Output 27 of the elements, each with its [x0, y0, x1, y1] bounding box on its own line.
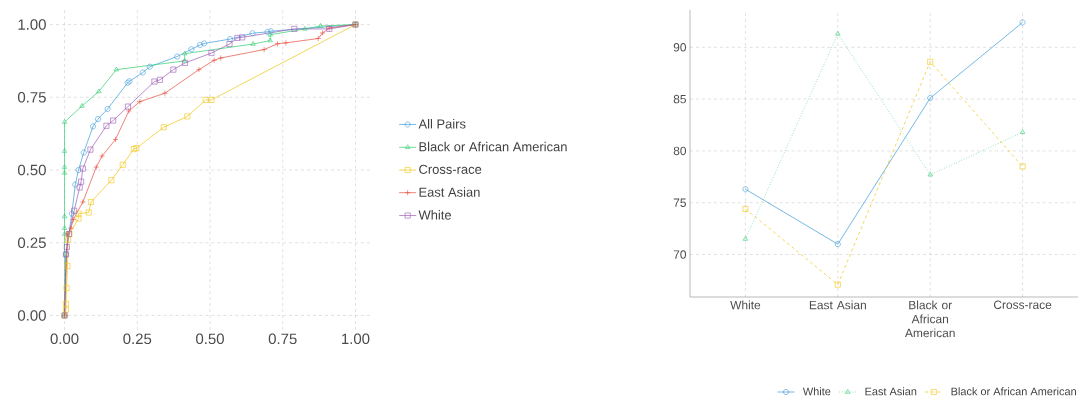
- y-tick-label: 80: [673, 146, 687, 156]
- x-tick-label: 0.50: [196, 333, 224, 345]
- x-tick-label: East Asian: [809, 300, 866, 310]
- x-tick-label: 0.25: [123, 333, 152, 345]
- legend-label: White: [418, 210, 452, 220]
- x-tick-label: Black or African American: [904, 300, 955, 338]
- y-tick-label: 0.50: [17, 164, 46, 176]
- legend-label: East Asian: [419, 187, 480, 197]
- y-tick-label: 1.00: [18, 19, 46, 30]
- legend-label: Black or African American: [951, 387, 1076, 396]
- y-tick-label: 0.75: [17, 91, 46, 103]
- legend-label: White: [802, 387, 831, 396]
- legend-label: All Pairs: [418, 118, 466, 129]
- x-tick-label: 0.00: [50, 333, 79, 345]
- y-tick-label: 85: [673, 94, 686, 104]
- legend-label: East Asian: [865, 387, 917, 396]
- x-tick-label: White: [730, 300, 761, 310]
- y-tick-label: 0.25: [17, 237, 46, 249]
- legend-label: Black or African American: [419, 141, 567, 152]
- y-tick-label: 70: [673, 250, 687, 259]
- y-tick-label: 90: [673, 43, 687, 52]
- x-tick-label: 1.00: [342, 333, 370, 345]
- y-tick-label: 75: [673, 198, 686, 207]
- x-tick-label: 0.75: [268, 333, 297, 345]
- legend-label: Cross-race: [419, 164, 482, 174]
- x-tick-label: Cross-race: [993, 300, 1052, 309]
- y-tick-label: 0.00: [17, 310, 46, 321]
